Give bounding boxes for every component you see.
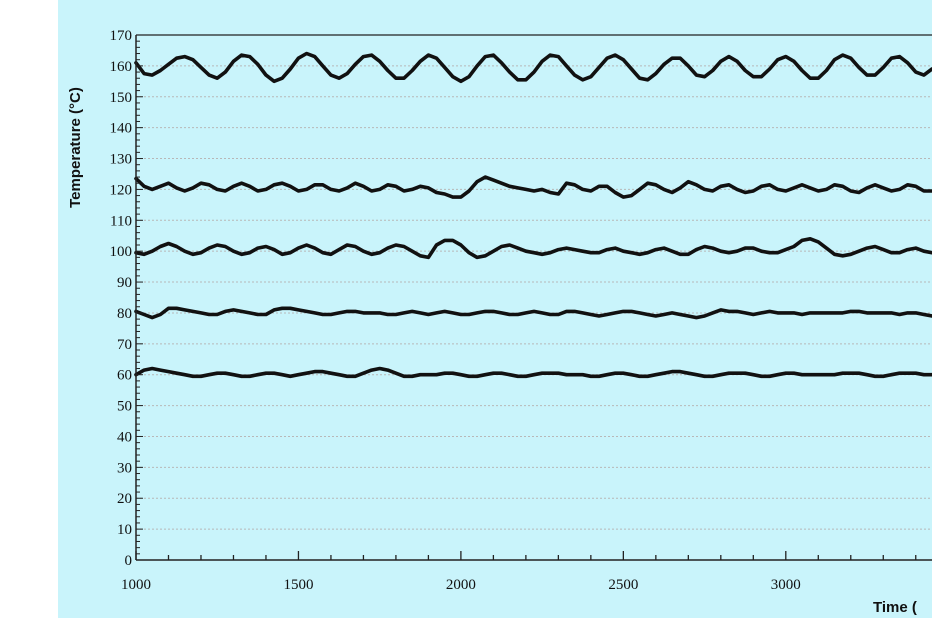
y-tick-label: 20: [117, 491, 132, 507]
y-tick-label: 80: [117, 306, 132, 322]
y-tick-label: 60: [117, 368, 132, 384]
y-tick-label: 150: [110, 90, 133, 106]
x-tick-label: 2000: [446, 577, 476, 593]
y-tick-label: 130: [110, 152, 133, 168]
y-tick-label: 100: [110, 244, 133, 260]
chart-figure: 0 10 20 30 40 50 60 70 80 90 100 110 120 130 140 150 160…: [58, 0, 932, 618]
y-tick-label: 0: [125, 553, 133, 569]
y-tick-label: 160: [110, 59, 133, 75]
series-line-5: [134, 366, 932, 379]
x-tick-label: 1500: [283, 577, 313, 593]
y-tick-label: 170: [110, 28, 133, 44]
y-tick-label: 110: [110, 213, 132, 229]
y-tick-label: 140: [110, 121, 133, 137]
y-tick-label: 90: [117, 275, 132, 291]
y-tick-label: 50: [117, 399, 132, 415]
series-line-4: [134, 306, 932, 320]
y-tick-label: 120: [110, 182, 133, 198]
y-axis-title: Temperature (°C): [67, 87, 84, 208]
chart-background: [58, 0, 932, 618]
x-tick-label: 3000: [771, 577, 801, 593]
series-line-1: [134, 51, 932, 84]
x-axis-title: Time (: [873, 599, 917, 616]
x-tick-label: 1000: [121, 577, 151, 593]
series-line-3: [134, 237, 932, 260]
y-tick-label: 70: [117, 337, 132, 353]
y-tick-label: 30: [117, 460, 132, 476]
temperature-time-chart: 0 10 20 30 40 50 60 70 80 90 100 110 120 130 140 150 160…: [58, 0, 932, 618]
series-line-2: [134, 175, 932, 199]
y-tick-label: 10: [117, 522, 132, 538]
y-tick-label: 40: [117, 429, 132, 445]
x-tick-label: 2500: [608, 577, 638, 593]
